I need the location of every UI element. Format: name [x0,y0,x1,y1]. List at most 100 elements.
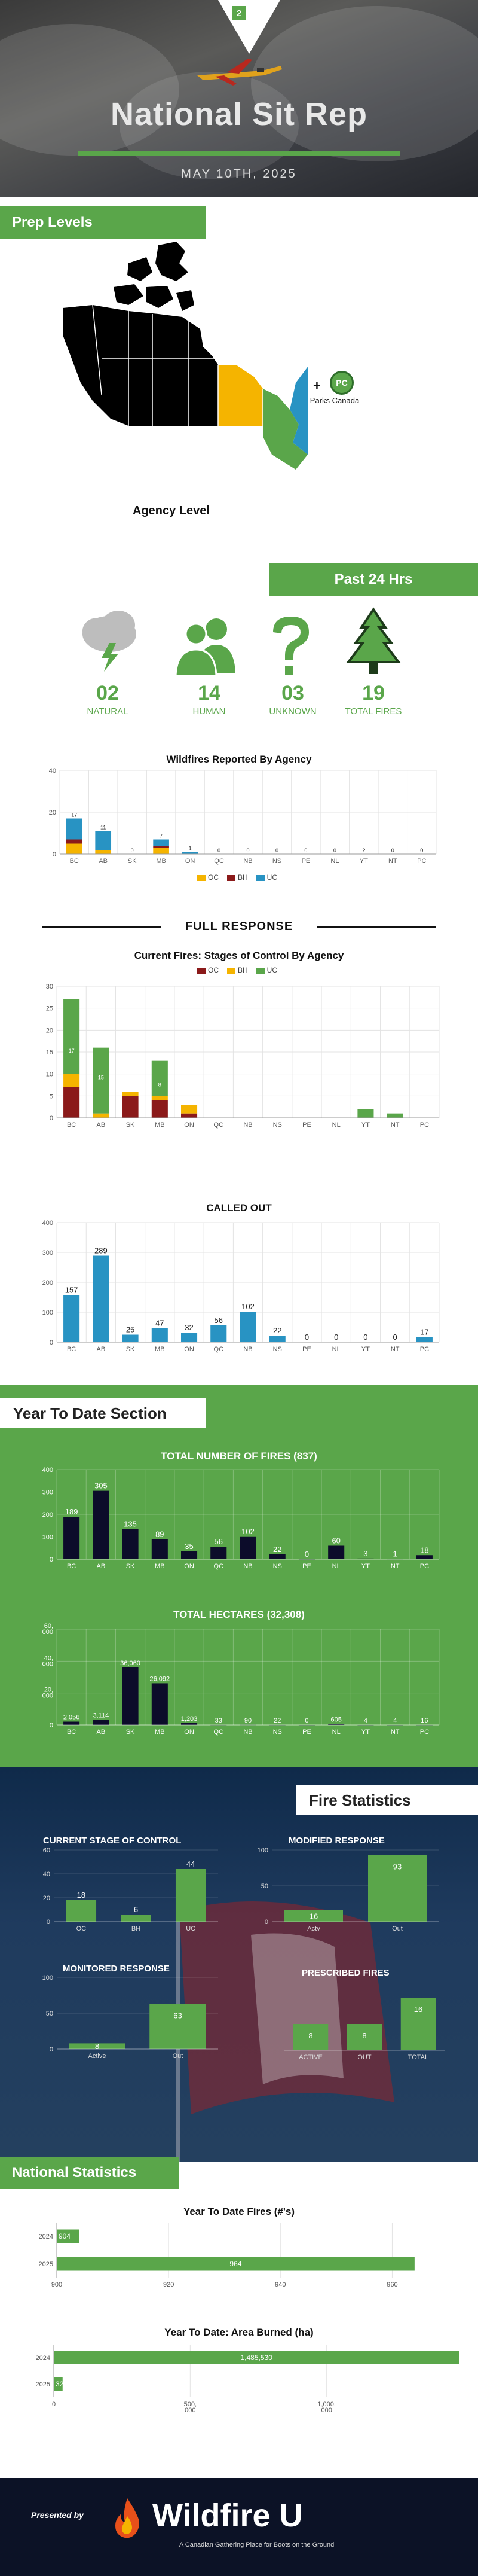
y-tick-label: 60 [43,1847,50,1854]
bar-sk [122,1529,139,1559]
bar-ab-uc [93,1047,109,1114]
title-underline [78,151,400,156]
full-response-divider: FULL RESPONSE [42,920,436,934]
data-label: 32 [185,1323,193,1332]
data-label: 11 [100,825,106,831]
bar-ab-oc [95,850,112,854]
bar-ab [93,1490,109,1559]
data-label: 25 [126,1325,134,1334]
x-tick-label: 900 [51,2281,62,2288]
x-tick-label: 000 [321,2407,332,2414]
bar-bh [121,1915,151,1922]
x-tick-label: NL [332,1728,341,1736]
x-tick-label: MB [155,1121,165,1129]
data-label: 17 [420,1328,428,1337]
bar-on [181,1333,198,1342]
pc-plus: + [313,378,321,393]
x-tick-label: BC [67,1728,76,1736]
x-tick-label: NS [273,1728,282,1736]
chart-prescribed-fires: 8 ACTIVE 8 OUT 16 TOTAL [284,1998,445,2061]
data-label: 22 [273,1326,281,1335]
data-label: 0 [304,848,307,853]
bar-yt-uc [357,1109,374,1118]
chart-total-fires: 0 100 200 300 400 189 BC 305 AB 135 SK 89 MB 35 ON 56 QC… [42,1467,440,1570]
y-tick-label: 0 [50,2046,53,2053]
bar-sk [122,1667,139,1725]
bar-out [149,2004,206,2049]
x-tick-label: QC [214,1728,224,1736]
x-tick-label: ON [184,1728,194,1736]
data-label: 157 [65,1286,78,1295]
page-title: National Sit Rep [110,96,368,132]
data-label: 0 [246,848,249,853]
x-tick-label: NS [273,1346,282,1353]
data-label: 8 [362,2031,366,2040]
data-label: 102 [241,1302,255,1311]
x-tick-label: ON [184,1346,194,1353]
data-label: 56 [215,1316,223,1325]
bar-2025 [54,2377,63,2391]
chart-title-ytd-area: Year To Date: Area Burned (ha) [164,2327,314,2338]
data-label: 89 [155,1530,164,1539]
bar-on-oc [181,1113,198,1118]
bar-bc-uc [63,999,80,1074]
data-label: 4 [393,1717,397,1724]
y-tick-label: 400 [42,1467,53,1474]
bar-2024 [57,2229,79,2243]
chart-wildfires-reported: 0 20 40 17 BC 11 AB 0 SK 7 MB 1 ON 0 QC 0 NB 0 NS 0 PE 0 NL 2 YT… [49,767,437,865]
x-tick-label: AB [97,1728,106,1736]
x-tick-label: NB [243,858,252,865]
x-tick-label: Out [392,1925,403,1932]
chart-title-called-out: CALLED OUT [206,1202,272,1214]
bar-sk-bh [122,1092,139,1096]
chart-title-prescribed-fires: PRESCRIBED FIRES [302,1968,390,1978]
bar-on-bh [181,1105,198,1114]
x-tick-label: YT [360,858,368,865]
bar-mb-bh [153,846,169,848]
flame-icon [115,2498,139,2538]
bar-nb [240,1536,256,1559]
data-label: 17 [71,812,77,818]
bar-ns [269,1336,286,1342]
legend-stages-bh: BH [227,966,248,974]
question-mark-icon [273,617,309,675]
x-tick-label: MB [155,1563,165,1570]
bar-qc [210,1547,227,1559]
map-caption: Agency Level [133,504,210,517]
bar-mb-uc [151,1060,168,1096]
stat-unknown: 03 UNKNOWN [257,682,329,717]
bar-bc-bh [63,1074,80,1087]
x-tick-label: MB [155,1728,165,1736]
y-tick-label: 200 [42,1511,53,1519]
bar-ab-bh [93,1113,109,1118]
x-tick-label: Actv [307,1925,320,1932]
chart-ytd-fires: 900 920 940 960 904 2024 964 2025 [39,2223,415,2288]
maple-leaf-icon [232,6,246,20]
x-tick-label: NS [273,1121,282,1129]
y-tick-label: 400 [42,1220,53,1227]
data-label: 3,114 [93,1712,109,1720]
bar-ns [269,1554,286,1559]
y-tick-label: 10 [46,1071,53,1078]
bar-mb [151,1683,168,1725]
x-tick-label: MB [156,858,166,865]
data-label: 0 [334,1333,338,1342]
legend-bh: BH [227,873,248,882]
bar-ab-uc [95,831,112,850]
x-tick-label: ON [184,1121,194,1129]
chart-title-total-hectares: TOTAL HECTARES (32,308) [173,1609,305,1620]
x-tick-label: BC [67,1563,76,1570]
data-label: 4 [364,1717,367,1724]
bar-total [400,1998,436,2050]
y-tick-label: 60, [44,1623,53,1630]
y-tick-label: 300 [42,1249,53,1257]
y-tick-label: 15 [46,1049,53,1056]
x-tick-label: 920 [163,2281,174,2288]
x-tick-label: BC [67,1121,76,1129]
water-bomber-plane-icon [197,59,282,86]
stat-total-fires-value: 19 [362,682,385,705]
y-tick-label: 000 [42,1660,53,1667]
x-tick-label: AB [97,1563,106,1570]
x-tick-label: BC [70,858,79,865]
x-tick-label: NS [272,858,281,865]
